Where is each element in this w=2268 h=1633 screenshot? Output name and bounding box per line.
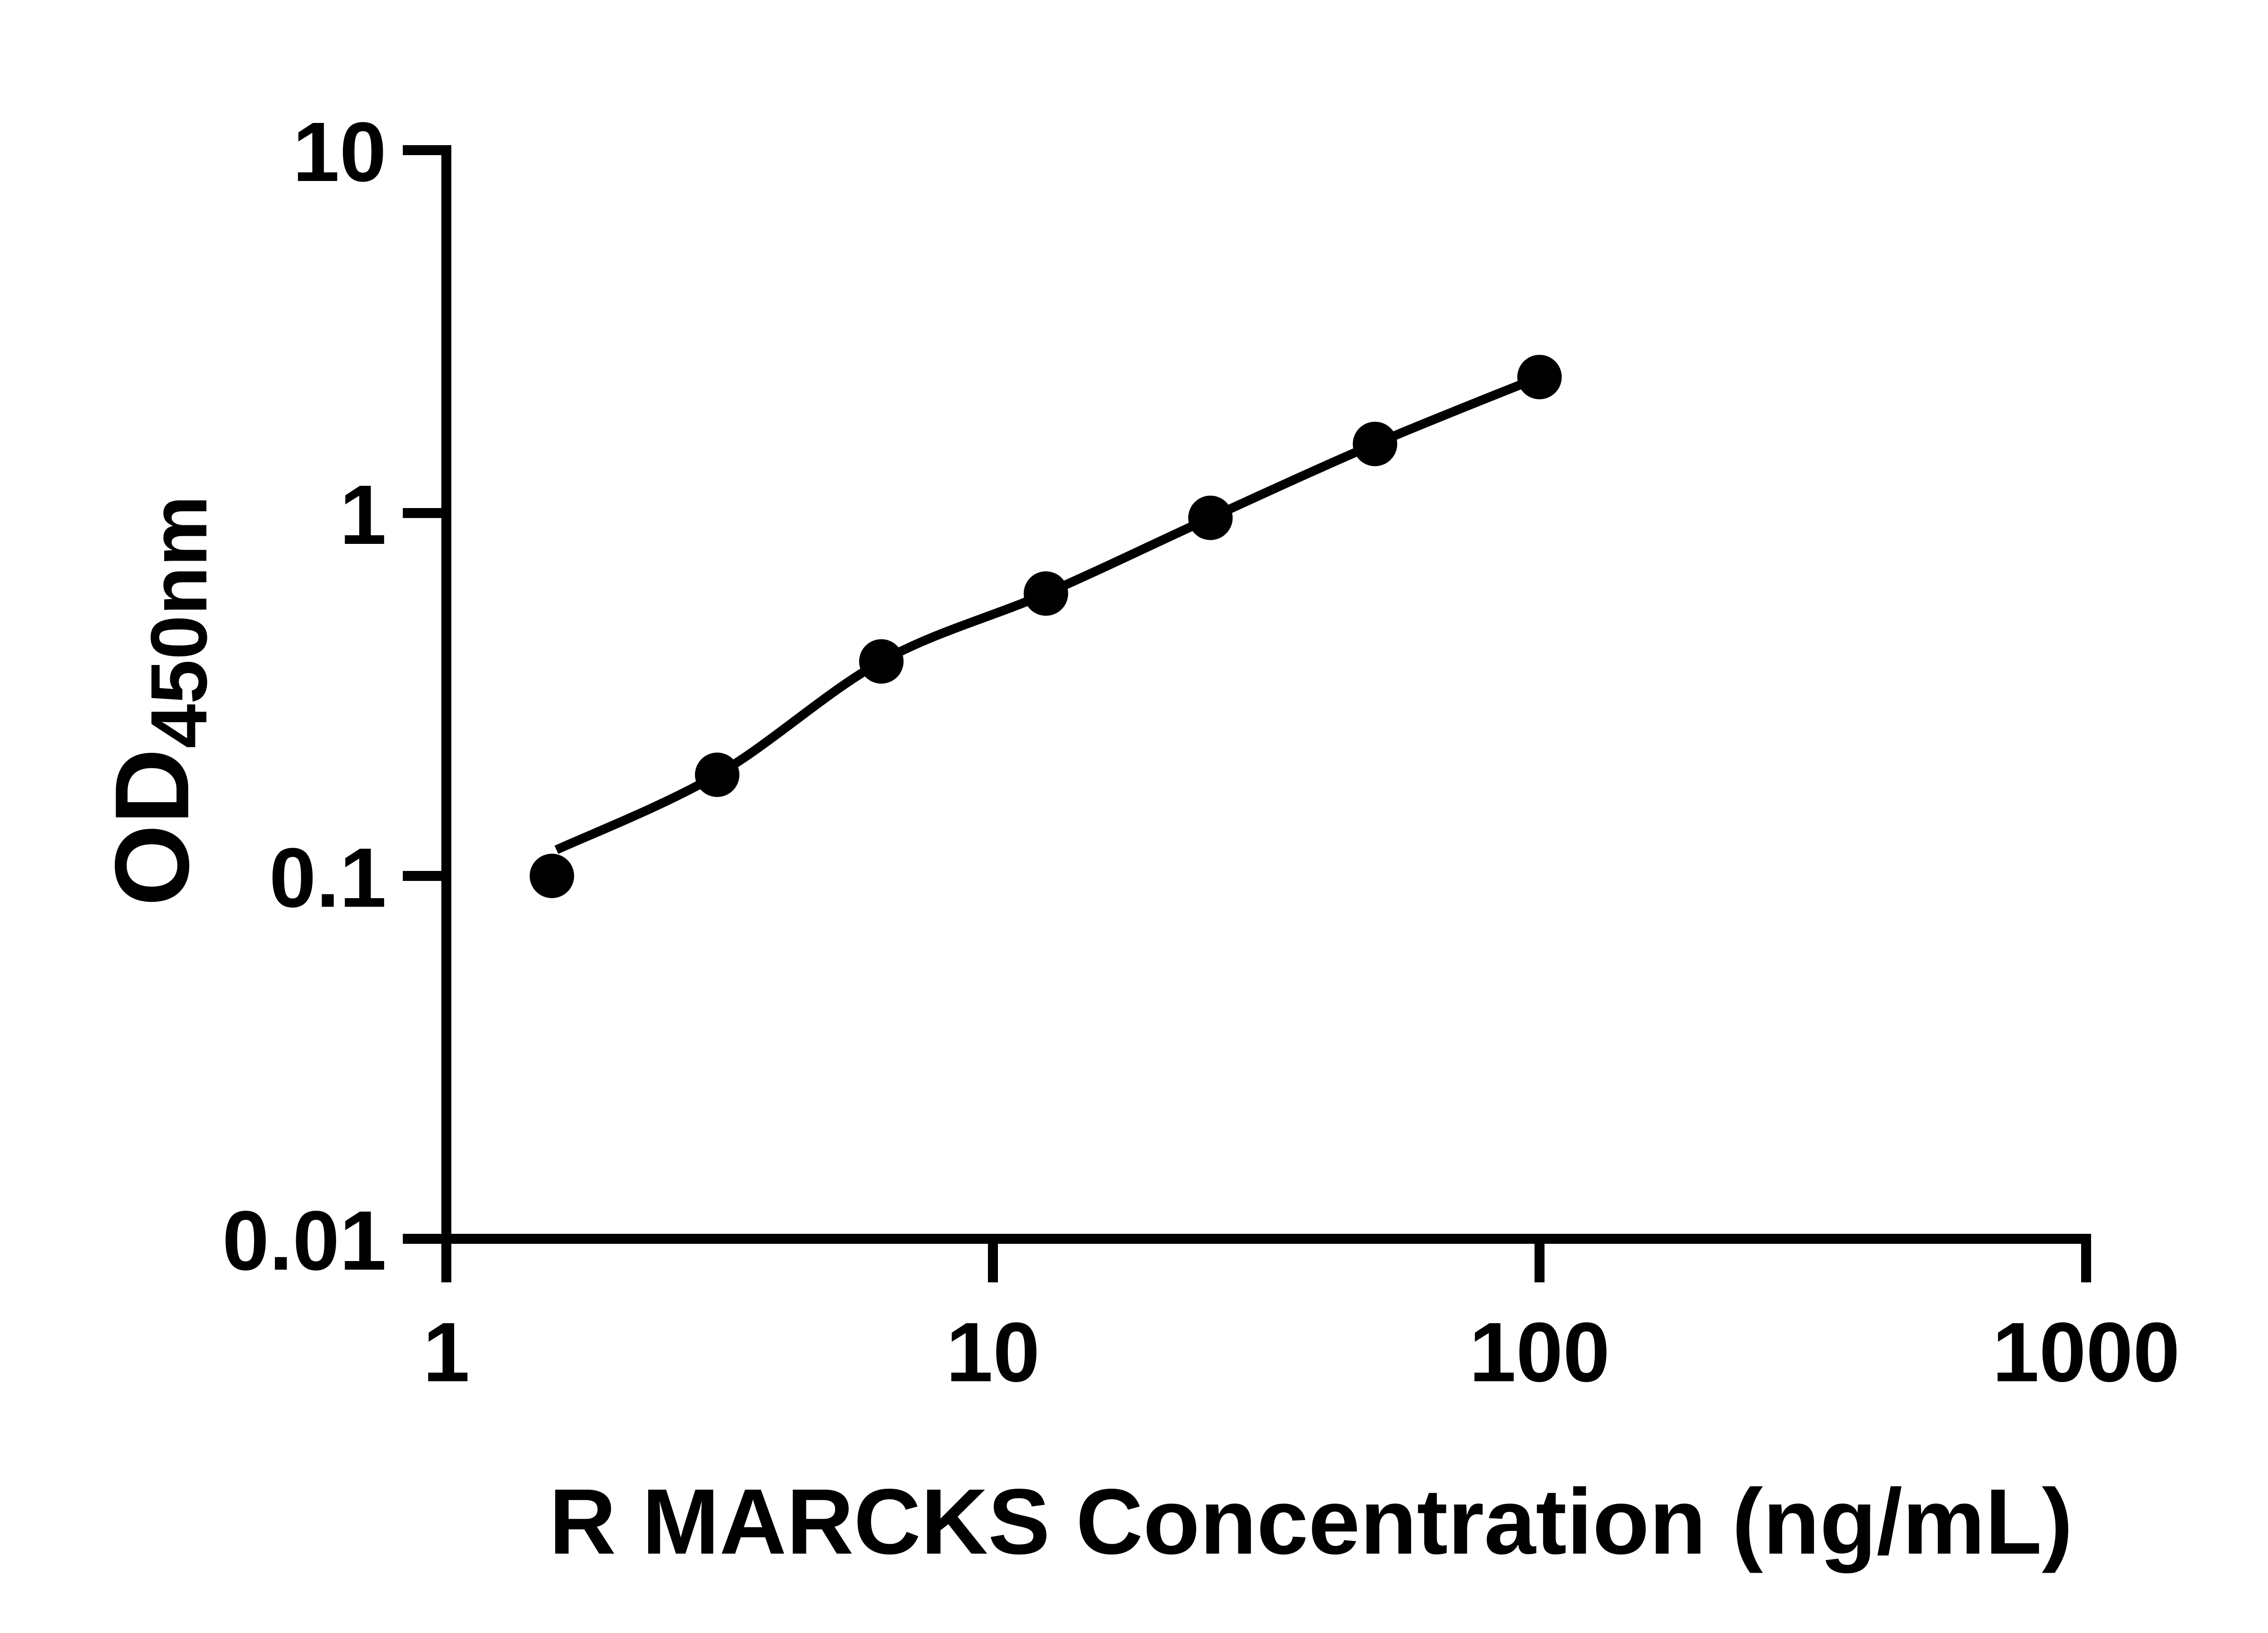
data-point-marker [859,639,904,684]
x-tick-label: 1 [423,1305,469,1399]
x-tick-label: 10 [946,1305,1040,1399]
y-axis-title-main: OD [93,748,211,906]
data-point-marker [1353,421,1398,466]
y-axis-title: OD450nm [93,495,224,906]
data-point-marker [529,854,574,898]
x-tick-label: 1000 [1992,1305,2180,1399]
tick-labels: 10 1 0.1 0.01 1 10 100 1000 [222,105,2180,1399]
y-tick-label: 1 [340,468,386,562]
x-axis-title: R MARCKS Concentration (ng/mL) [549,1470,2072,1574]
y-tick-label: 0.01 [222,1194,386,1288]
y-tick-label: 10 [293,105,386,199]
data-point-marker [695,753,740,797]
axes [403,145,2091,1282]
data-point-marker [1188,495,1233,540]
x-tick-label: 100 [1469,1305,1610,1399]
data-point-marker [1023,571,1068,616]
y-tick-label: 0.1 [269,831,386,925]
axis-spine [403,145,2091,1282]
data-point-marker [1517,355,1562,400]
plot-area [529,355,1562,898]
y-axis-title-sub: 450nm [135,495,224,748]
tick-marks [403,145,2091,1282]
